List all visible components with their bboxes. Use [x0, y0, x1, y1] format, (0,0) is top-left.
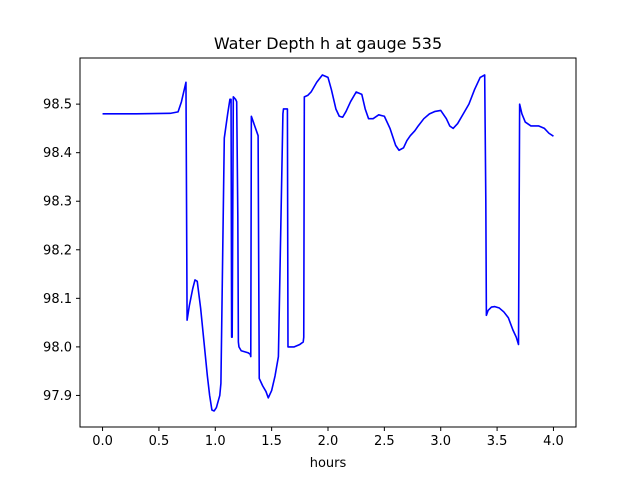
x-tick-label: 1.0 [205, 434, 226, 449]
x-tick-label: 2.0 [318, 434, 339, 449]
x-axis-ticks: 0.0 0.5 1.0 1.5 2.0 2.5 3.0 3.5 4.0 [92, 427, 564, 449]
x-tick-label: 4.0 [543, 434, 564, 449]
y-tick-label: 98.5 [43, 98, 72, 113]
x-tick-label: 0.5 [149, 434, 170, 449]
x-axis-label: hours [310, 456, 347, 471]
series-layer [102, 74, 554, 412]
y-tick-label: 98.2 [43, 243, 72, 258]
x-tick-label: 0.0 [92, 434, 113, 449]
x-tick-label: 3.0 [430, 434, 451, 449]
y-tick-label: 98.1 [43, 292, 72, 307]
y-tick-label: 98.4 [43, 146, 72, 161]
x-tick-label: 2.5 [374, 434, 395, 449]
y-axis-ticks: 97.9 98.0 98.1 98.2 98.3 98.4 98.5 [43, 98, 80, 404]
x-tick-label: 1.5 [261, 434, 282, 449]
chart-title: Water Depth h at gauge 535 [214, 34, 442, 53]
plot-area-frame [79, 57, 577, 428]
y-tick-label: 97.9 [43, 389, 72, 404]
x-tick-label: 3.5 [487, 434, 508, 449]
series-line-0 [102, 74, 554, 412]
y-tick-label: 98.0 [43, 340, 72, 355]
y-tick-label: 98.3 [43, 195, 72, 210]
